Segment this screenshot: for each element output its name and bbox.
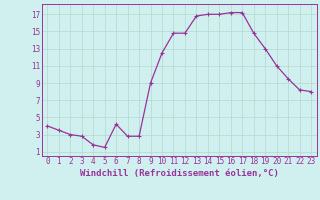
- X-axis label: Windchill (Refroidissement éolien,°C): Windchill (Refroidissement éolien,°C): [80, 169, 279, 178]
